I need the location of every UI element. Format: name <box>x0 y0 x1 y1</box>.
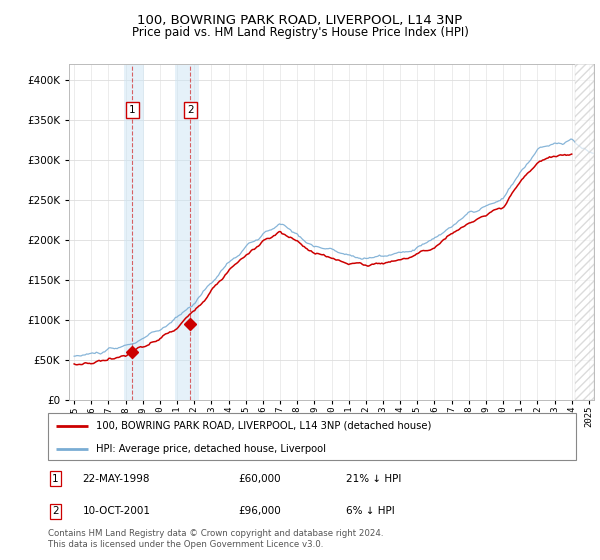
Text: HPI: Average price, detached house, Liverpool: HPI: Average price, detached house, Live… <box>95 445 326 454</box>
Bar <box>175 64 199 400</box>
Text: 6% ↓ HPI: 6% ↓ HPI <box>346 506 395 516</box>
Text: 22-MAY-1998: 22-MAY-1998 <box>82 474 150 484</box>
Text: 21% ↓ HPI: 21% ↓ HPI <box>346 474 401 484</box>
Text: 2: 2 <box>187 105 194 115</box>
FancyBboxPatch shape <box>48 413 576 460</box>
Bar <box>575 64 594 400</box>
Bar <box>124 64 145 400</box>
Text: Contains HM Land Registry data © Crown copyright and database right 2024.
This d: Contains HM Land Registry data © Crown c… <box>48 529 383 549</box>
Text: 100, BOWRING PARK ROAD, LIVERPOOL, L14 3NP: 100, BOWRING PARK ROAD, LIVERPOOL, L14 3… <box>137 14 463 27</box>
Text: 1: 1 <box>129 105 136 115</box>
Text: 100, BOWRING PARK ROAD, LIVERPOOL, L14 3NP (detached house): 100, BOWRING PARK ROAD, LIVERPOOL, L14 3… <box>95 421 431 431</box>
Text: 1: 1 <box>52 474 59 484</box>
Text: 2: 2 <box>52 506 59 516</box>
Text: £96,000: £96,000 <box>238 506 281 516</box>
Text: £60,000: £60,000 <box>238 474 281 484</box>
Text: 10-OCT-2001: 10-OCT-2001 <box>82 506 151 516</box>
Text: Price paid vs. HM Land Registry's House Price Index (HPI): Price paid vs. HM Land Registry's House … <box>131 26 469 39</box>
